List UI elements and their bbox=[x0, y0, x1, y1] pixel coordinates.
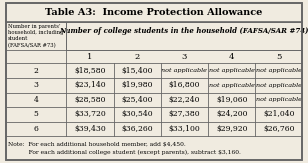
Text: $39,430: $39,430 bbox=[74, 125, 106, 133]
Text: not applicable: not applicable bbox=[256, 97, 302, 102]
Text: $19,980: $19,980 bbox=[121, 81, 153, 89]
Text: $33,720: $33,720 bbox=[74, 111, 106, 119]
Text: $27,380: $27,380 bbox=[168, 111, 200, 119]
Text: $33,100: $33,100 bbox=[168, 125, 200, 133]
Text: $28,580: $28,580 bbox=[74, 96, 106, 104]
Text: $22,240: $22,240 bbox=[169, 96, 200, 104]
Text: 4: 4 bbox=[34, 96, 38, 104]
Text: $23,140: $23,140 bbox=[74, 81, 106, 89]
Text: 3: 3 bbox=[34, 81, 38, 89]
Text: not applicable: not applicable bbox=[161, 68, 207, 73]
Text: Number in parents’
household, including
student
(FAFSA/SAR #73): Number in parents’ household, including … bbox=[8, 24, 64, 48]
Text: 1: 1 bbox=[87, 53, 93, 61]
Text: 4: 4 bbox=[229, 53, 234, 61]
Bar bbox=[6, 63, 302, 78]
Text: 6: 6 bbox=[34, 125, 38, 133]
Text: $16,800: $16,800 bbox=[169, 81, 200, 89]
Text: 2: 2 bbox=[34, 67, 38, 74]
Text: $15,400: $15,400 bbox=[121, 67, 153, 74]
Bar bbox=[6, 107, 302, 122]
Text: 5: 5 bbox=[276, 53, 282, 61]
Text: $24,200: $24,200 bbox=[216, 111, 247, 119]
Text: not applicable: not applicable bbox=[209, 83, 255, 88]
Bar bbox=[6, 122, 302, 136]
Text: not applicable: not applicable bbox=[256, 83, 302, 88]
Text: not applicable: not applicable bbox=[256, 68, 302, 73]
Text: $18,580: $18,580 bbox=[74, 67, 106, 74]
Text: $19,060: $19,060 bbox=[216, 96, 247, 104]
Bar bbox=[6, 50, 302, 63]
Text: 5: 5 bbox=[34, 111, 38, 119]
Text: Number of college students in the household (FAFSA/SAR #74): Number of college students in the househ… bbox=[60, 27, 308, 35]
Bar bbox=[6, 93, 302, 107]
Text: $25,400: $25,400 bbox=[121, 96, 153, 104]
Text: Note:  For each additional household member, add $4,450.: Note: For each additional household memb… bbox=[8, 142, 186, 147]
Text: $29,920: $29,920 bbox=[216, 125, 247, 133]
Text: $36,260: $36,260 bbox=[121, 125, 153, 133]
Text: not applicable: not applicable bbox=[209, 68, 255, 73]
Bar bbox=[6, 136, 302, 160]
Bar bbox=[6, 3, 302, 22]
Text: $26,760: $26,760 bbox=[263, 125, 294, 133]
Text: Table A3:  Income Protection Allowance: Table A3: Income Protection Allowance bbox=[45, 8, 263, 17]
Text: $30,540: $30,540 bbox=[121, 111, 153, 119]
Bar bbox=[6, 78, 302, 93]
Text: 2: 2 bbox=[135, 53, 140, 61]
Text: $21,040: $21,040 bbox=[263, 111, 294, 119]
Text: For each additional college student (except parents), subtract $3,160.: For each additional college student (exc… bbox=[8, 150, 241, 155]
Text: 3: 3 bbox=[182, 53, 187, 61]
Bar bbox=[6, 22, 302, 50]
